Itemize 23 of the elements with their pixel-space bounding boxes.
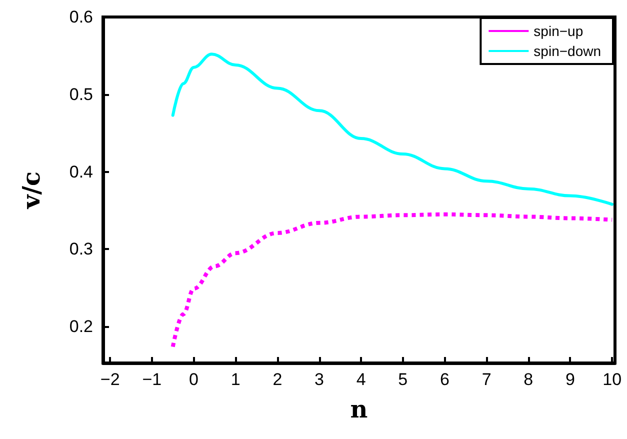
y-tick-label: 0.5	[69, 84, 93, 104]
x-tick-label: 4	[356, 370, 366, 389]
x-tick-label: 1	[230, 370, 240, 389]
x-tick-label: −2	[100, 370, 120, 389]
x-tick-label: 2	[272, 370, 282, 389]
x-tick-label: 10	[602, 370, 622, 389]
x-tick-label: 7	[482, 370, 492, 389]
x-tick-label: 0	[189, 370, 199, 389]
y-tick-label: 0.2	[69, 317, 93, 336]
x-tick-label: −1	[142, 370, 162, 389]
y-tick-label: 0.6	[69, 8, 93, 26]
x-tick-label: 3	[314, 370, 324, 389]
y-tick-label: 0.4	[69, 162, 93, 182]
legend-label: spin−down	[534, 43, 601, 59]
x-tick-label: 6	[440, 370, 450, 389]
x-tick-label: 5	[398, 370, 408, 389]
legend-label: spin−up	[534, 23, 584, 39]
x-tick-label: 9	[566, 370, 575, 389]
line-series	[170, 212, 614, 349]
x-tick-label: 8	[524, 370, 534, 389]
y-axis-title: v/c	[16, 171, 46, 210]
y-tick-label: 0.3	[69, 240, 93, 259]
x-axis-title: n	[350, 394, 368, 424]
